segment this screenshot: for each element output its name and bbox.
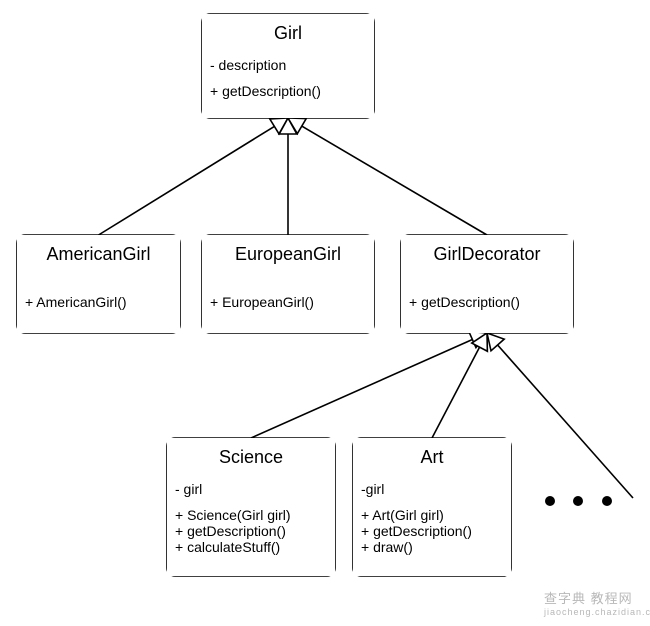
watermark-sub: jiaocheng.chazidian.com bbox=[544, 607, 650, 617]
uml-class-name: EuropeanGirl bbox=[202, 235, 374, 275]
uml-generalization-edge bbox=[432, 347, 480, 438]
uml-methods: + Art(Girl girl)+ getDescription()+ draw… bbox=[353, 504, 511, 558]
uml-method: + getDescription() bbox=[175, 523, 327, 539]
uml-method: + draw() bbox=[361, 539, 503, 555]
uml-attributes bbox=[202, 275, 374, 291]
ellipsis-dot-icon bbox=[573, 496, 583, 506]
uml-class-GirlDecorator: GirlDecorator + getDescription() bbox=[401, 235, 573, 333]
uml-class-name: Girl bbox=[202, 14, 374, 54]
hollow-triangle-arrowhead-icon bbox=[279, 118, 297, 134]
hollow-triangle-arrowhead-icon bbox=[270, 118, 288, 134]
hollow-triangle-arrowhead-icon bbox=[472, 333, 488, 351]
ellipsis-dot-icon bbox=[602, 496, 612, 506]
uml-class-Girl: Girl - description + getDescription() bbox=[202, 14, 374, 118]
uml-method: + getDescription() bbox=[409, 294, 565, 310]
uml-attribute: -girl bbox=[361, 481, 503, 497]
uml-diagram-canvas: 查字典 教程网jiaocheng.chazidian.com Girl - des… bbox=[0, 0, 650, 626]
uml-method: + AmericanGirl() bbox=[25, 294, 172, 310]
uml-method: + EuropeanGirl() bbox=[210, 294, 366, 310]
hollow-triangle-arrowhead-icon bbox=[469, 331, 487, 347]
uml-class-name: AmericanGirl bbox=[17, 235, 180, 275]
hollow-triangle-arrowhead-icon bbox=[288, 118, 306, 134]
hollow-triangle-arrowhead-icon bbox=[487, 333, 504, 351]
uml-class-name: Art bbox=[353, 438, 511, 478]
ellipsis-dot-icon bbox=[545, 496, 555, 506]
uml-attributes bbox=[401, 275, 573, 291]
uml-attributes bbox=[17, 275, 180, 291]
uml-class-EuropeanGirl: EuropeanGirl + EuropeanGirl() bbox=[202, 235, 374, 333]
uml-methods: + AmericanGirl() bbox=[17, 291, 180, 313]
uml-attribute: - girl bbox=[175, 481, 327, 497]
uml-class-name: Science bbox=[167, 438, 335, 478]
uml-attributes: - description bbox=[202, 54, 374, 80]
uml-method: + Science(Girl girl) bbox=[175, 507, 327, 523]
uml-generalization-edge bbox=[302, 126, 487, 235]
uml-generalization-edge bbox=[251, 340, 472, 438]
uml-generalization-edge bbox=[498, 345, 633, 498]
uml-methods: + getDescription() bbox=[202, 80, 374, 102]
uml-generalization-edge bbox=[99, 126, 275, 235]
uml-attributes: - girl bbox=[167, 478, 335, 504]
watermark-main: 查字典 教程网 bbox=[544, 588, 650, 607]
uml-methods: + EuropeanGirl() bbox=[202, 291, 374, 313]
uml-methods: + getDescription() bbox=[401, 291, 573, 313]
uml-class-Art: Art -girl + Art(Girl girl)+ getDescription… bbox=[353, 438, 511, 576]
uml-methods: + Science(Girl girl)+ getDescription()+ … bbox=[167, 504, 335, 558]
uml-class-AmericanGirl: AmericanGirl + AmericanGirl() bbox=[17, 235, 180, 333]
uml-class-name: GirlDecorator bbox=[401, 235, 573, 275]
uml-method: + getDescription() bbox=[361, 523, 503, 539]
uml-method: + calculateStuff() bbox=[175, 539, 327, 555]
uml-method: + Art(Girl girl) bbox=[361, 507, 503, 523]
uml-attribute: - description bbox=[210, 57, 366, 73]
uml-method: + getDescription() bbox=[210, 83, 366, 99]
uml-class-Science: Science - girl + Science(Girl girl)+ getDe… bbox=[167, 438, 335, 576]
uml-attributes: -girl bbox=[353, 478, 511, 504]
watermark-text: 查字典 教程网jiaocheng.chazidian.com bbox=[544, 588, 650, 617]
